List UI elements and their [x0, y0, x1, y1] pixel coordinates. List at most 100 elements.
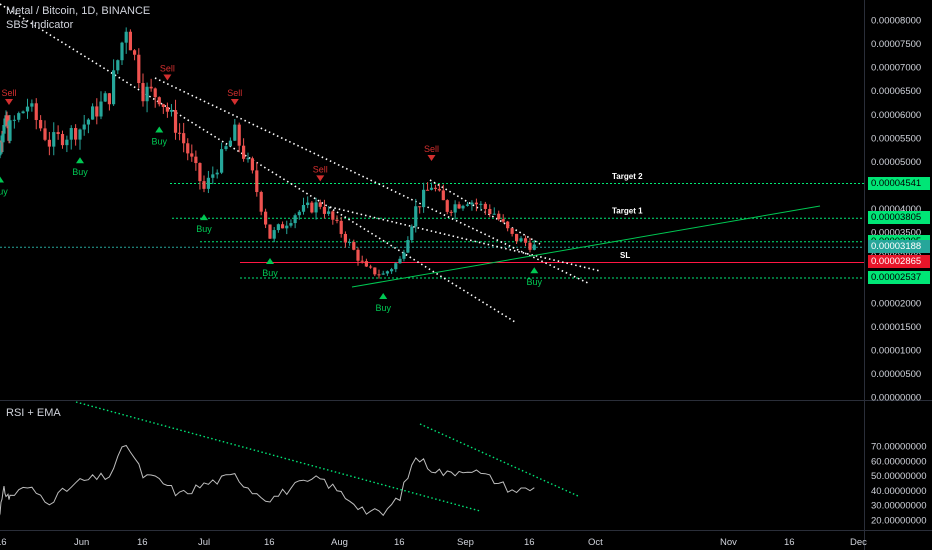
- candle: [497, 210, 501, 221]
- price-level-tag: 0.00002865: [868, 255, 930, 269]
- candle-body: [268, 224, 272, 239]
- rsi-trendline: [75, 401, 481, 512]
- time-axis-label: 16: [264, 537, 275, 548]
- candle: [220, 142, 224, 175]
- candle-body: [198, 163, 202, 182]
- candle-body: [381, 273, 385, 275]
- price-axis-tick: 0.00000000: [871, 393, 921, 404]
- price-axis-tick: 0.00004000: [871, 204, 921, 215]
- price-axis-tick: 0.00001000: [871, 345, 921, 356]
- candle-body: [445, 200, 449, 212]
- candle: [165, 102, 169, 118]
- price-level-tag: 0.00002537: [868, 270, 930, 284]
- candle: [190, 144, 194, 162]
- candle-body: [488, 208, 492, 215]
- candle: [206, 170, 210, 194]
- candle: [377, 269, 381, 279]
- candle: [52, 122, 56, 156]
- indicator-label: SBS Indicator: [6, 19, 74, 31]
- candle: [501, 214, 505, 224]
- rsi-axis-tick: 40.00000000: [871, 486, 926, 497]
- candle: [242, 138, 246, 162]
- candle-body: [483, 203, 487, 209]
- time-axis-label: 16: [784, 537, 795, 548]
- candle: [293, 213, 297, 229]
- candle-body: [161, 104, 165, 107]
- candle: [82, 115, 86, 136]
- candle: [528, 237, 532, 253]
- candle: [246, 152, 250, 163]
- candle-body: [425, 189, 430, 191]
- candle: [429, 182, 434, 191]
- candle-body: [250, 158, 254, 171]
- candle: [47, 131, 51, 156]
- candle: [492, 207, 496, 215]
- candle-body: [457, 204, 461, 209]
- price-axis-tick: 0.00006000: [871, 110, 921, 121]
- candle: [60, 130, 65, 149]
- time-axis-label: 16: [137, 537, 148, 548]
- candle: [12, 115, 16, 129]
- candle-body: [0, 140, 3, 154]
- candle-body: [410, 226, 414, 241]
- candle: [116, 59, 120, 74]
- buy-signal: Buy: [527, 267, 543, 287]
- candle-body: [414, 206, 418, 227]
- chart-title: Metal / Bitcoin, 1D, BINANCE: [6, 5, 151, 17]
- candle: [488, 204, 492, 218]
- sell-signal: Sell: [227, 88, 242, 105]
- time-axis-label: 16: [394, 537, 405, 548]
- candle-body: [418, 206, 422, 208]
- candle: [124, 27, 128, 54]
- candle-body: [501, 219, 505, 222]
- candle-body: [103, 93, 107, 102]
- candle: [74, 124, 78, 146]
- candle-body: [112, 70, 116, 105]
- candle-body: [56, 132, 60, 135]
- price-level-tag: 0.00003805: [868, 211, 930, 225]
- candle: [461, 204, 465, 211]
- candle-body: [124, 31, 128, 43]
- price-axis-tick: 0.00000500: [871, 369, 921, 380]
- candle: [21, 110, 25, 114]
- candle: [310, 200, 314, 214]
- candles: [0, 27, 536, 279]
- buy-signal: Buy: [262, 257, 278, 278]
- candle-body: [78, 129, 82, 140]
- candle-body: [506, 221, 510, 229]
- candle: [532, 239, 536, 251]
- candle: [186, 138, 190, 161]
- candle-body: [194, 156, 198, 164]
- candle: [128, 29, 132, 51]
- candle: [78, 128, 82, 150]
- candle-body: [437, 188, 441, 191]
- candle-body: [276, 224, 280, 231]
- candle-body: [318, 202, 322, 207]
- trendline-secondary: [154, 77, 591, 285]
- candle-body: [453, 204, 457, 213]
- candle: [414, 198, 418, 233]
- candle: [425, 182, 430, 191]
- sell-label: Sell: [227, 88, 242, 98]
- candle: [343, 231, 347, 248]
- buy-arrow-icon: [200, 214, 208, 221]
- candle-body: [360, 260, 364, 262]
- candle: [381, 270, 385, 275]
- price-axis-tick: 0.00001500: [871, 322, 921, 333]
- candle-body: [314, 202, 318, 213]
- candle-body: [99, 101, 103, 117]
- candle-body: [141, 83, 145, 102]
- candle-body: [335, 219, 339, 221]
- buy-signal: Buy: [196, 214, 212, 234]
- level-label: Target 2: [612, 172, 643, 181]
- candle-body: [301, 205, 306, 212]
- sell-label: Sell: [313, 164, 328, 174]
- candle-body: [461, 205, 465, 209]
- price-axis-tick: 0.00005500: [871, 133, 921, 144]
- candle: [410, 224, 414, 243]
- candle-body: [474, 202, 478, 205]
- candle: [178, 123, 182, 141]
- candle: [34, 98, 38, 130]
- rsi-axis-tick: 20.00000000: [871, 516, 926, 527]
